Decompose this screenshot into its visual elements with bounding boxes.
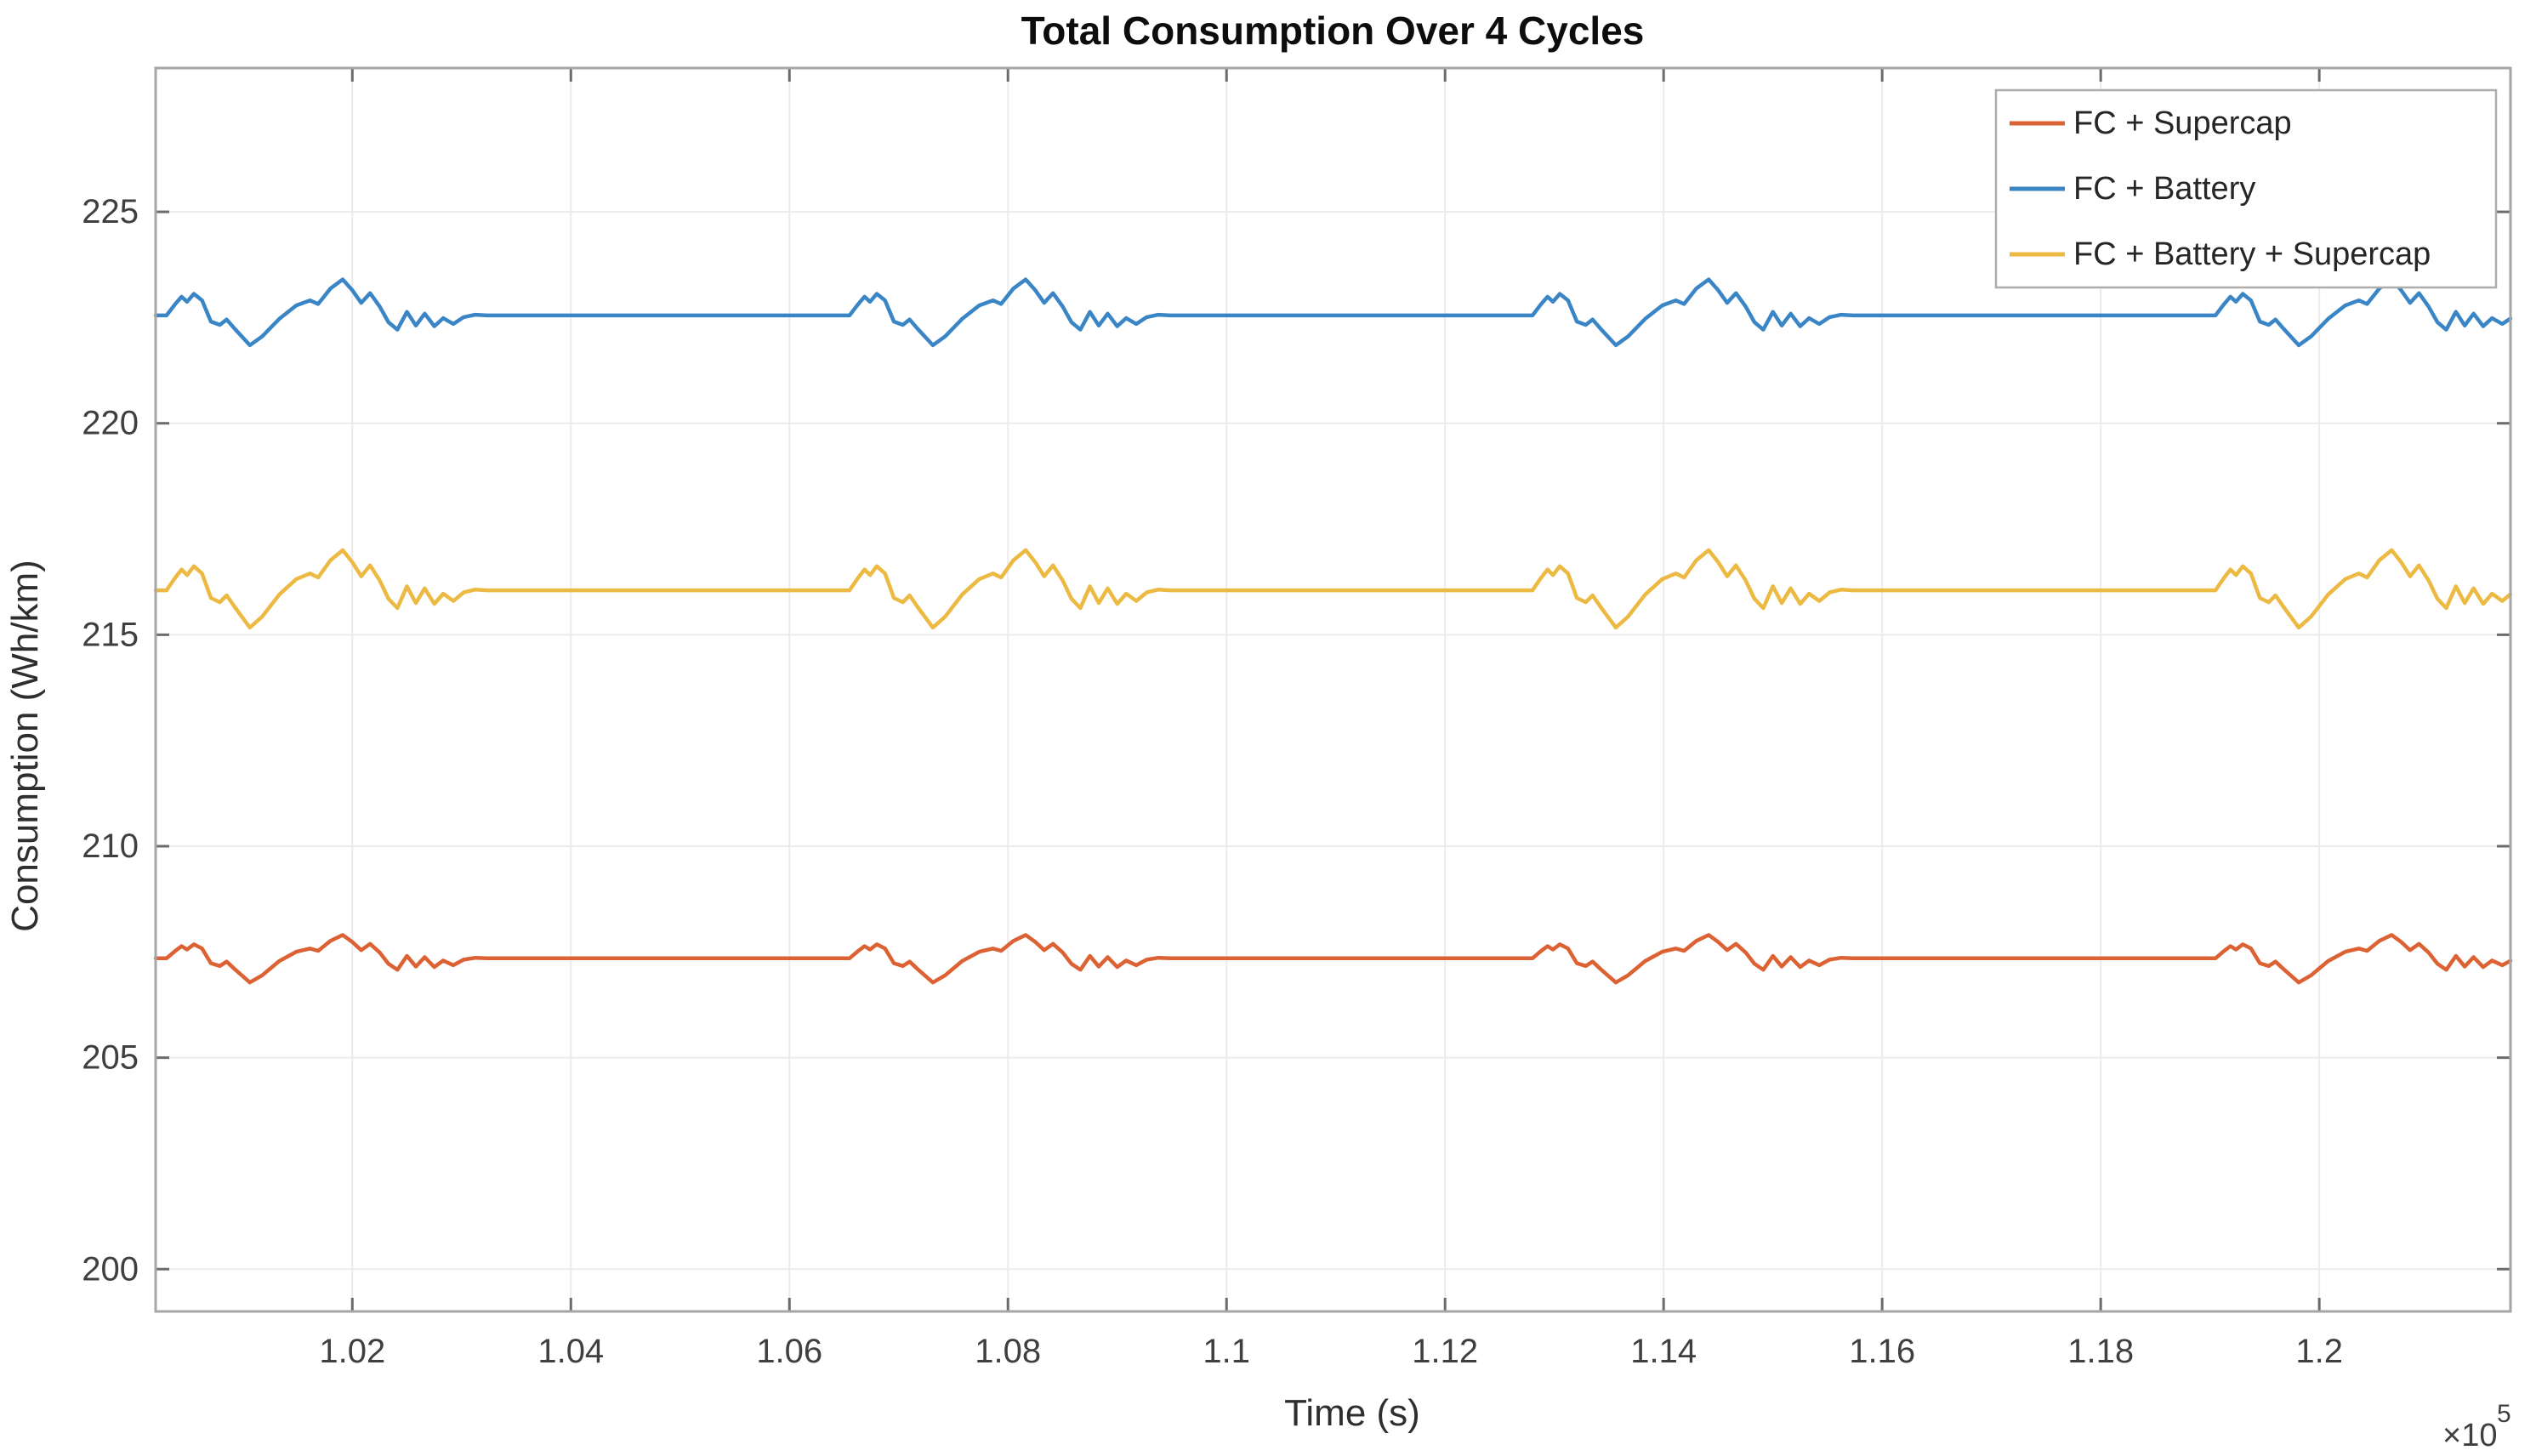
chart-title: Total Consumption Over 4 Cycles — [1021, 9, 1645, 53]
x-tick-label: 1.12 — [1412, 1333, 1478, 1370]
y-tick-label: 205 — [82, 1039, 139, 1077]
y-tick-label: 200 — [82, 1250, 139, 1288]
x-tick-label: 1.16 — [1849, 1333, 1915, 1370]
x-axis-label: Time (s) — [1284, 1392, 1420, 1434]
legend-label-fc-supercap: FC + Supercap — [2073, 105, 2292, 141]
x-tick-label: 1.1 — [1203, 1333, 1250, 1370]
x-tick-label: 1.04 — [537, 1333, 604, 1370]
x-tick-label: 1.08 — [975, 1333, 1041, 1370]
legend-label-fc-battery-supercap: FC + Battery + Supercap — [2073, 236, 2431, 272]
grid-layer — [156, 68, 2510, 1311]
x-tick-label: 1.2 — [2295, 1333, 2343, 1370]
x-tick-label: 1.18 — [2067, 1333, 2134, 1370]
y-tick-label: 210 — [82, 828, 139, 865]
legend: FC + Supercap FC + Battery FC + Battery … — [1994, 88, 2498, 289]
series-line-fc-supercap — [153, 933, 2513, 985]
axis-layer — [154, 66, 2512, 1313]
y-axis-label: Consumption (Wh/km) — [4, 560, 46, 932]
legend-box — [1994, 88, 2498, 289]
series-line-fc-battery — [153, 277, 2513, 348]
x-axis-multiplier: ×10 — [2442, 1418, 2497, 1453]
y-tick-label: 225 — [82, 193, 139, 230]
y-tick-label: 215 — [82, 616, 139, 653]
x-tick-label: 1.14 — [1630, 1333, 1697, 1370]
axis-box — [154, 66, 2512, 1313]
series-layer — [153, 277, 2513, 985]
tick-label-layer: 1.02 1.04 1.06 1.08 1.1 1.12 1.14 1.16 1.18 1.2 20… — [82, 193, 2343, 1370]
legend-label-fc-battery: FC + Battery — [2073, 171, 2255, 207]
y-tick-label: 220 — [82, 405, 139, 442]
x-axis-multiplier-exponent: 5 — [2497, 1400, 2511, 1428]
x-tick-label: 1.02 — [319, 1333, 385, 1370]
x-tick-label: 1.06 — [756, 1333, 822, 1370]
series-line-fc-battery-supercap — [153, 548, 2513, 630]
